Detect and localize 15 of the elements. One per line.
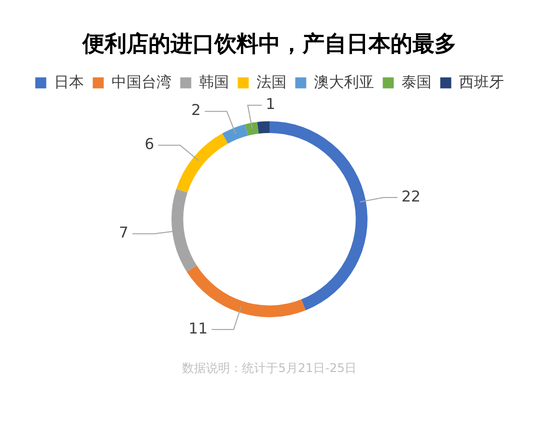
legend-label: 法国: [256, 72, 286, 91]
data-label: 1: [266, 95, 276, 114]
legend-label: 韩国: [198, 72, 229, 91]
legend-label: 中国台湾: [111, 72, 172, 91]
data-label: 7: [118, 224, 128, 242]
legend-label: 西班牙: [458, 72, 504, 91]
data-label: 2: [191, 101, 201, 120]
data-label: 6: [144, 135, 154, 154]
data-label: 11: [188, 319, 208, 338]
chart-title: 便利店的进口饮料中，产自日本的最多: [82, 30, 456, 57]
legend-label: 日本: [54, 72, 84, 91]
text: 数据说明：统计于5月21日-25日: [181, 360, 358, 377]
data-label: 22: [401, 187, 421, 206]
legend-label: 澳大利亚: [314, 72, 374, 91]
legend-label: 泰国: [401, 72, 432, 91]
